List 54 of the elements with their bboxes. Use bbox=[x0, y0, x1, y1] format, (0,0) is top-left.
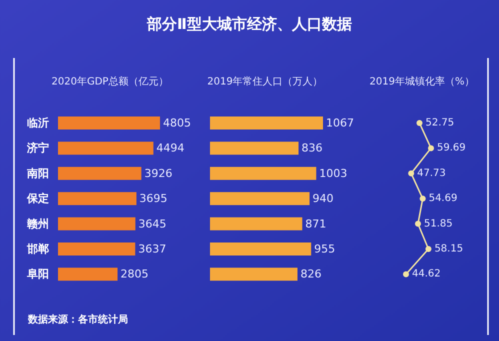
bar bbox=[58, 192, 136, 206]
bar bbox=[210, 192, 310, 206]
y-tick-label: 南阳 bbox=[26, 166, 49, 180]
data-label: 1067 bbox=[326, 116, 354, 130]
source-note: 数据来源：各市统计局 bbox=[27, 314, 128, 326]
bar bbox=[210, 166, 316, 180]
data-label: 44.62 bbox=[412, 268, 441, 280]
y-tick-label: 保定 bbox=[26, 192, 49, 206]
point bbox=[420, 196, 426, 202]
point bbox=[428, 145, 434, 152]
point bbox=[403, 271, 409, 278]
chart-title: 2020年GDP总额（亿元） bbox=[52, 76, 168, 88]
data-label: 54.69 bbox=[428, 193, 458, 204]
data-label: 4805 bbox=[163, 116, 191, 130]
data-label: 3645 bbox=[138, 217, 166, 230]
data-label: 871 bbox=[305, 217, 326, 230]
bar bbox=[210, 268, 298, 281]
data-label: 4494 bbox=[156, 142, 184, 155]
data-label: 3926 bbox=[144, 166, 172, 180]
y-tick-label: 赣州 bbox=[26, 217, 49, 230]
y-tick-label: 邯郸 bbox=[26, 242, 49, 256]
bar bbox=[58, 166, 142, 180]
data-label: 47.73 bbox=[417, 168, 446, 179]
data-label: 826 bbox=[300, 268, 322, 281]
text: 部分Ⅱ型大城市经济、人口数据 bbox=[146, 15, 352, 33]
y-tick-label: 阜阳 bbox=[26, 268, 49, 281]
data-label: 51.85 bbox=[424, 218, 453, 230]
bar bbox=[58, 116, 160, 130]
y-tick-label: 济宁 bbox=[26, 142, 49, 155]
bar bbox=[210, 142, 299, 155]
chart-title: 2019年常住人口（万人） bbox=[207, 76, 323, 88]
bar bbox=[210, 116, 323, 130]
point bbox=[425, 246, 432, 252]
data-label: 940 bbox=[312, 192, 334, 206]
bar bbox=[210, 242, 312, 256]
point bbox=[408, 170, 414, 176]
bar bbox=[58, 217, 136, 230]
data-label: 59.69 bbox=[437, 142, 466, 154]
data-label: 955 bbox=[314, 242, 336, 256]
data-label: 52.75 bbox=[425, 118, 454, 128]
data-label: 2805 bbox=[120, 268, 149, 281]
point bbox=[414, 220, 421, 227]
data-label: 836 bbox=[302, 142, 323, 155]
chart-title: 2019年城镇化率（%） bbox=[370, 76, 474, 88]
bar bbox=[58, 242, 136, 256]
data-label: 3695 bbox=[139, 192, 168, 206]
y-tick-label: 临沂 bbox=[27, 116, 49, 130]
bar bbox=[210, 217, 302, 230]
bar bbox=[58, 142, 154, 155]
data-label: 3637 bbox=[138, 242, 166, 256]
bar bbox=[58, 268, 118, 281]
data-label: 58.15 bbox=[434, 244, 464, 254]
data-label: 1003 bbox=[319, 166, 348, 180]
point bbox=[416, 120, 422, 126]
